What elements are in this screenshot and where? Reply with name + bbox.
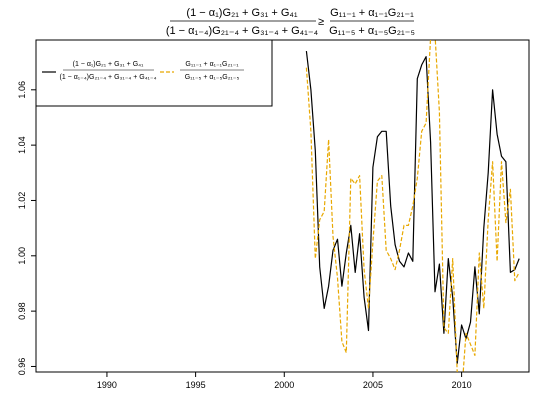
- legend-series-2-denominator: G₁₁₋₅ + α₁₋₅G₂₁₋₅: [185, 74, 240, 81]
- title-lhs-denominator: (1 − α₁₋₄)G₂₁₋₄ + G₃₁₋₄ + G₄₁₋₄: [166, 25, 319, 37]
- legend-series-2-numerator: G₁₁₋₁ + α₁₋₁G₂₁₋₁: [185, 61, 239, 68]
- series-line-1: [305, 51, 520, 365]
- legend-box: [35, 39, 273, 107]
- y-tick-label-0.98: 0.98: [17, 302, 27, 320]
- title-rhs-numerator: G₁₁₋₁ + α₁₋₁G₂₁₋₁: [330, 7, 414, 19]
- series-layer: [305, 40, 520, 372]
- x-axis: 1990 1995 2000 2005 2010: [97, 372, 472, 390]
- x-tick-label-1995: 1995: [186, 380, 206, 390]
- plot-frame: [35, 39, 530, 373]
- legend-series-1-denominator: (1 − α₁₋₄)G₂₁₋₄ + G₃₁₋₄ + G₄₁₋₄: [60, 74, 157, 81]
- legend: (1 − α₁)G₂₁ + G₃₁ + G₄₁ (1 − α₁₋₄)G₂₁₋₄ …: [35, 39, 273, 107]
- x-tick-label-2010: 2010: [452, 380, 472, 390]
- x-tick-label-2005: 2005: [363, 380, 383, 390]
- title-lhs-numerator: (1 − α₁)G₂₁ + G₃₁ + G₄₁: [186, 7, 297, 19]
- chart-title: (1 − α₁)G₂₁ + G₃₁ + G₄₁ (1 − α₁₋₄)G₂₁₋₄ …: [166, 7, 415, 37]
- y-tick-label-0.96: 0.96: [17, 358, 27, 376]
- y-axis: 0.96 0.98 1.00 1.02 1.04 1.06: [17, 81, 36, 375]
- y-tick-label-1.04: 1.04: [17, 136, 27, 154]
- x-tick-label-2000: 2000: [274, 380, 294, 390]
- y-tick-label-1.06: 1.06: [17, 81, 27, 99]
- legend-series-1-numerator: (1 − α₁)G₂₁ + G₃₁ + G₄₁: [73, 61, 144, 68]
- y-tick-label-1.00: 1.00: [17, 247, 27, 265]
- y-tick-label-1.02: 1.02: [17, 192, 27, 210]
- title-rhs-denominator: G₁₁₋₅ + α₁₋₅G₂₁₋₅: [329, 25, 415, 37]
- series-line-2: [305, 40, 520, 372]
- x-tick-label-1990: 1990: [97, 380, 117, 390]
- title-relation: ≥: [318, 16, 324, 28]
